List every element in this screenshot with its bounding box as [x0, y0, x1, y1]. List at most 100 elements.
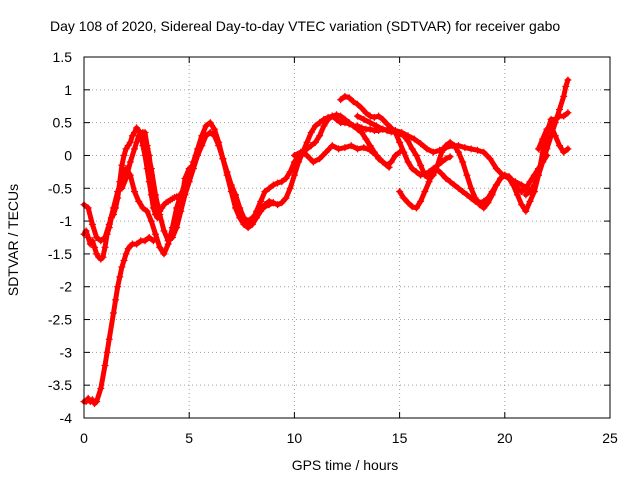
data-point [261, 188, 269, 196]
x-axis-label: GPS time / hours [292, 457, 399, 473]
data-point [425, 178, 433, 186]
data-point [147, 217, 155, 225]
data-point [103, 348, 111, 356]
x-tick-label: 0 [80, 430, 88, 446]
data-point [398, 128, 406, 136]
data-point [198, 142, 206, 150]
data-point [459, 158, 467, 166]
data-point [530, 181, 538, 189]
data-point [303, 138, 311, 146]
data-point [513, 191, 521, 199]
data-point [448, 142, 456, 150]
data-point [349, 122, 357, 130]
data-point [534, 171, 542, 179]
data-point [455, 142, 463, 150]
data-point [145, 151, 153, 159]
data-point [290, 171, 298, 179]
data-point [438, 170, 446, 178]
data-point [471, 197, 479, 205]
data-point [185, 165, 193, 173]
data-series [80, 76, 572, 408]
data-point [126, 158, 134, 166]
data-point [152, 204, 160, 212]
data-point [492, 181, 500, 189]
data-point [408, 145, 416, 153]
data-point [379, 158, 387, 166]
data-point [194, 151, 202, 159]
data-point [240, 217, 248, 225]
data-point [126, 138, 134, 146]
data-point [438, 158, 446, 166]
data-point [505, 174, 513, 182]
data-point [387, 158, 395, 166]
data-point [421, 188, 429, 196]
data-point [522, 207, 530, 215]
data-point [143, 142, 151, 150]
x-tick-label: 15 [392, 430, 408, 446]
y-axis-label: SDTVAR / TECUs [5, 184, 21, 296]
data-point [417, 197, 425, 205]
data-point [88, 237, 96, 245]
data-point [97, 384, 105, 392]
data-point [210, 132, 218, 140]
data-point [547, 122, 555, 130]
y-tick-label: -4 [60, 410, 73, 426]
data-point [303, 145, 311, 153]
data-point [109, 309, 117, 317]
data-point [316, 119, 324, 127]
data-point [412, 204, 420, 212]
data-point [375, 112, 383, 120]
data-point [366, 119, 374, 127]
data-point [404, 199, 412, 207]
data-point [366, 112, 374, 120]
data-point [526, 197, 534, 205]
data-point [88, 396, 96, 404]
data-point [265, 184, 273, 192]
data-point [492, 165, 500, 173]
data-point [206, 128, 214, 136]
data-point [135, 197, 143, 205]
data-point [556, 106, 564, 114]
data-point [476, 199, 484, 207]
data-point [417, 171, 425, 179]
data-point [118, 161, 126, 169]
y-tick-label: 1.5 [53, 49, 73, 65]
data-point [354, 112, 362, 120]
data-point [358, 104, 366, 112]
data-point [122, 174, 130, 182]
data-point [322, 148, 330, 156]
data-point [461, 144, 469, 152]
data-point [560, 148, 568, 156]
data-point [160, 227, 168, 235]
data-point [147, 171, 155, 179]
data-point [488, 188, 496, 196]
data-point [133, 240, 141, 248]
data-point [337, 112, 345, 120]
data-point [383, 120, 391, 128]
data-point [286, 168, 294, 176]
data-point [297, 148, 305, 156]
data-point [564, 145, 572, 153]
data-point [93, 398, 101, 406]
data-point [370, 113, 378, 121]
data-point [347, 142, 355, 150]
data-point [372, 122, 380, 130]
data-point [337, 96, 345, 104]
data-point [379, 115, 387, 123]
y-tick-label: -1 [60, 213, 73, 229]
series-line [291, 143, 392, 170]
data-point [274, 201, 282, 209]
data-point [341, 115, 349, 123]
data-point [467, 184, 475, 192]
data-point [88, 220, 96, 228]
data-point [118, 184, 126, 192]
data-point [122, 250, 130, 258]
data-point [366, 146, 374, 154]
data-point [543, 125, 551, 133]
data-point [244, 220, 252, 228]
data-point [360, 115, 368, 123]
data-point [408, 203, 416, 211]
data-point [412, 168, 420, 176]
x-tick-label: 10 [287, 430, 303, 446]
